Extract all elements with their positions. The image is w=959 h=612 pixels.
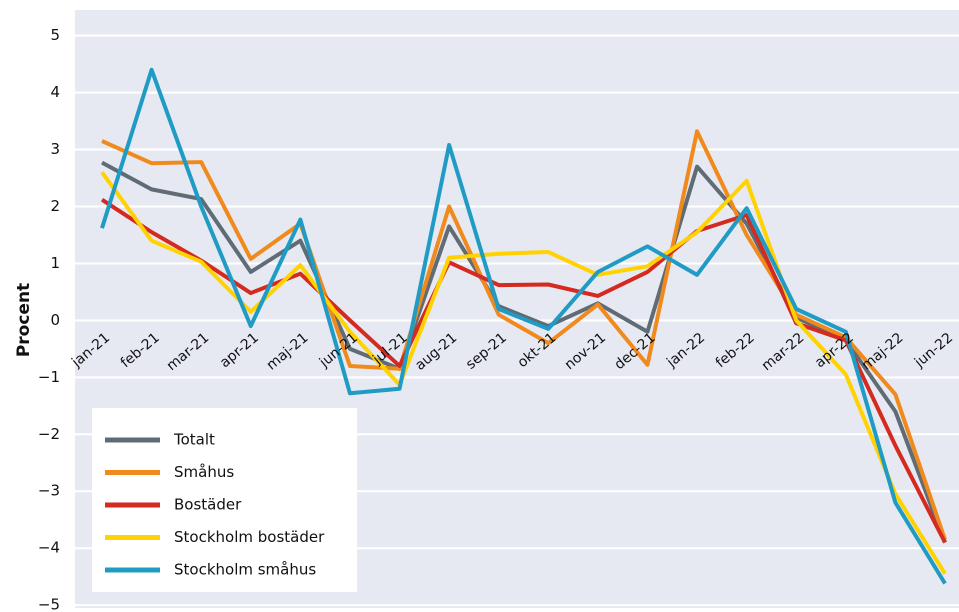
y-tick-label: −4 bbox=[38, 539, 60, 557]
y-tick-label: 2 bbox=[50, 197, 60, 215]
series-line bbox=[101, 129, 947, 541]
y-tick-label: −3 bbox=[38, 482, 60, 500]
legend-label: Småhus bbox=[174, 463, 234, 481]
y-tick-label: 0 bbox=[50, 311, 60, 329]
legend-label: Stockholm småhus bbox=[174, 561, 316, 579]
series-line bbox=[101, 160, 947, 544]
y-axis-label: Procent bbox=[14, 283, 34, 357]
series-line bbox=[100, 197, 947, 544]
y-tick-label: −5 bbox=[38, 596, 60, 612]
series-line bbox=[100, 67, 947, 585]
y-tick-label: 4 bbox=[50, 83, 60, 101]
legend-label: Bostäder bbox=[174, 496, 242, 514]
y-tick-label: −1 bbox=[38, 368, 60, 386]
y-tick-label: 1 bbox=[50, 254, 60, 272]
y-tick-label: 5 bbox=[50, 26, 60, 44]
legend-label: Stockholm bostäder bbox=[174, 528, 325, 546]
y-tick-label: 3 bbox=[50, 140, 60, 158]
legend-label: Totalt bbox=[173, 431, 215, 449]
y-tick-label: −2 bbox=[38, 425, 60, 443]
